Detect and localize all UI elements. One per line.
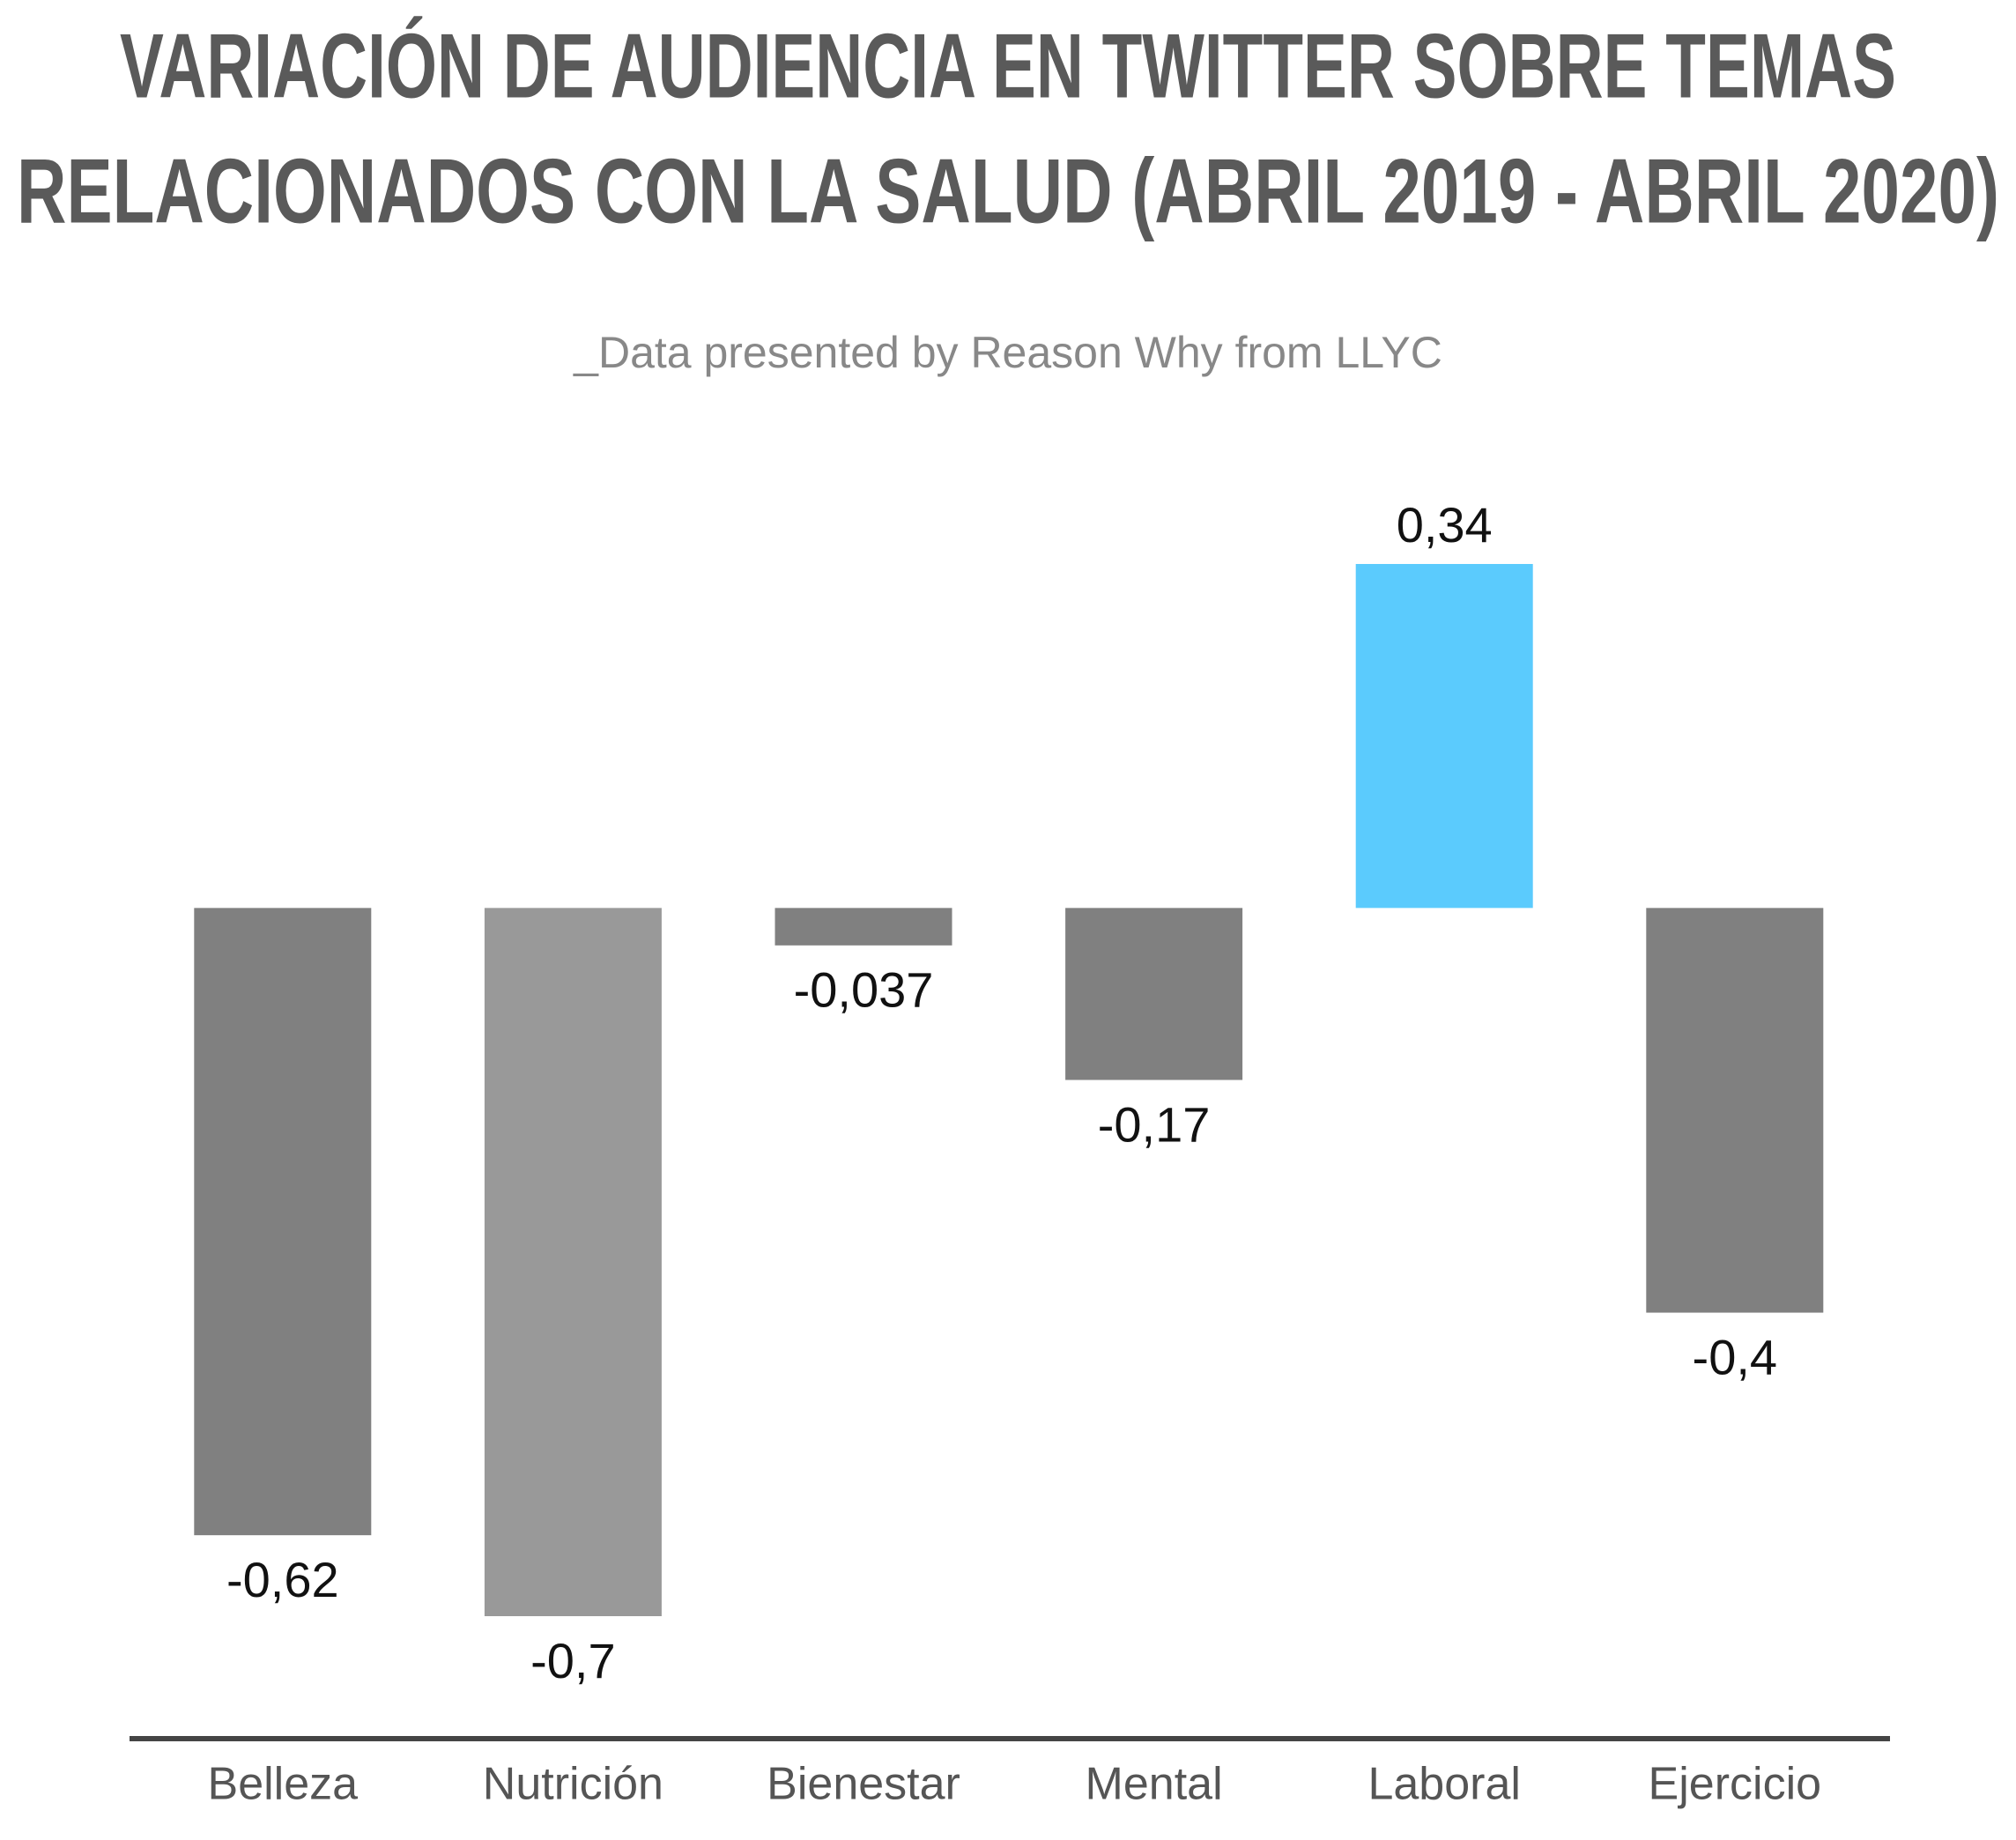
value-label: -0,7 xyxy=(530,1633,616,1688)
bar xyxy=(1355,564,1533,909)
value-label: 0,34 xyxy=(1397,497,1493,553)
bar xyxy=(775,908,952,946)
bar xyxy=(1646,908,1824,1313)
value-label: -0,62 xyxy=(226,1552,339,1607)
x-tick-label: Belleza xyxy=(208,1759,359,1810)
x-tick-label: Mental xyxy=(1086,1759,1223,1810)
chart-title: RELACIONADOS CON LA SALUD (ABRIL 2019 - … xyxy=(17,140,1999,242)
chart-subtitle: _Data presented by Reason Why from LLYC xyxy=(573,328,1442,377)
value-label: -0,17 xyxy=(1098,1096,1211,1152)
bar xyxy=(194,908,372,1536)
value-label: -0,037 xyxy=(794,962,934,1018)
x-tick-label: Laboral xyxy=(1367,1759,1520,1810)
value-label: -0,4 xyxy=(1693,1329,1778,1384)
x-tick-label: Nutrición xyxy=(483,1759,663,1810)
bar xyxy=(484,908,662,1616)
chart-title: VARIACIÓN DE AUDIENCIA EN TWITTER SOBRE … xyxy=(120,15,1896,117)
x-tick-label: Bienestar xyxy=(767,1759,960,1810)
bar xyxy=(1065,908,1243,1080)
x-tick-label: Ejercicio xyxy=(1649,1759,1822,1810)
